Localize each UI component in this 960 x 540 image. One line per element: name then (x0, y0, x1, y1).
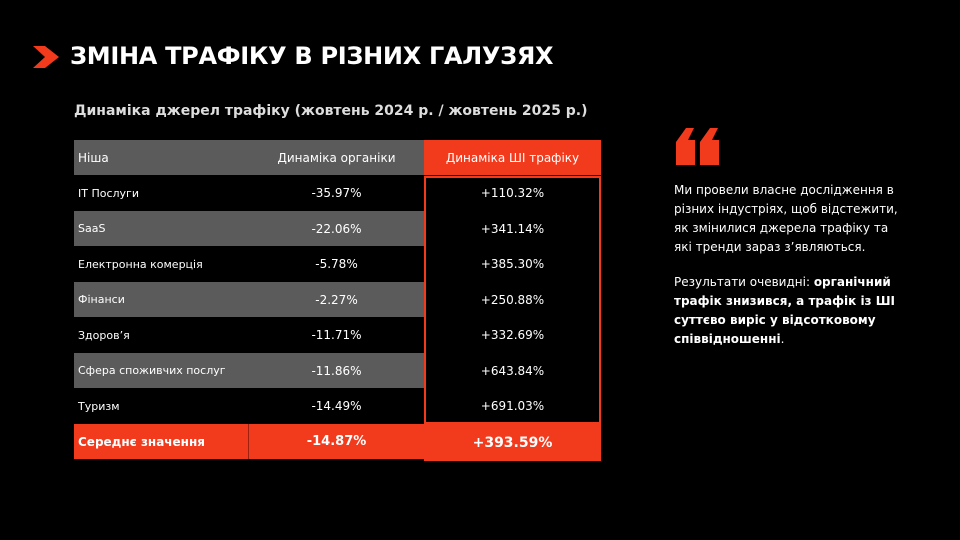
table-caption: Динаміка джерел трафіку (жовтень 2024 р.… (74, 103, 588, 119)
column-header: Ніша (74, 140, 249, 175)
table-cell: -2.27% (249, 282, 424, 317)
table-cell: Туризм (78, 399, 120, 413)
average-cell: -14.87% (249, 424, 424, 459)
table-cell: +643.84% (480, 363, 545, 378)
table-cell: -11.86% (249, 353, 424, 388)
slide-title: ЗМІНА ТРАФІКУ В РІЗНИХ ГАЛУЗЯХ (70, 42, 554, 70)
table-cell: -5.78% (315, 257, 358, 271)
table-cell: +341.14% (480, 221, 545, 236)
table-cell: Здоров’я (78, 328, 130, 342)
table-cell: -14.49% (311, 399, 362, 413)
table-cell: SaaS (74, 211, 249, 246)
table-cell: -22.06% (249, 211, 424, 246)
table-cell: +110.32% (480, 186, 545, 200)
table-cell: +332.69% (480, 328, 545, 342)
note-emphasis: органічний трафік знизився, а трафік із … (674, 275, 895, 346)
note-paragraph: Результати очевидні: органічний трафік з… (674, 273, 900, 349)
table-cell: +250.88% (480, 292, 545, 307)
table-cell: -11.71% (311, 328, 362, 342)
column-header: Динаміка органіки (249, 140, 424, 175)
note: Ми провели власне дослідження в різних і… (674, 181, 900, 365)
average-cell: +393.59% (424, 424, 601, 461)
chevron-icon (33, 46, 59, 68)
quote-icon (676, 128, 719, 165)
column-highlight (424, 175, 601, 424)
note-paragraph: Ми провели власне дослідження в різних і… (674, 183, 898, 254)
column-header: Динаміка ШІ трафіку (424, 140, 601, 175)
table-cell: ІТ Послуги (78, 186, 139, 200)
table-cell: Сфера споживчих послуг (74, 353, 249, 388)
table-cell: +691.03% (480, 399, 545, 413)
note-text: . (780, 332, 785, 346)
note-text: Результати очевидні: (674, 275, 814, 289)
average-cell: Середнє значення (74, 424, 249, 459)
table-cell: Електронна комерція (78, 257, 203, 271)
table-cell: -35.97% (311, 186, 362, 200)
table-cell: Фінанси (74, 282, 249, 317)
table-cell: +385.30% (480, 257, 545, 271)
